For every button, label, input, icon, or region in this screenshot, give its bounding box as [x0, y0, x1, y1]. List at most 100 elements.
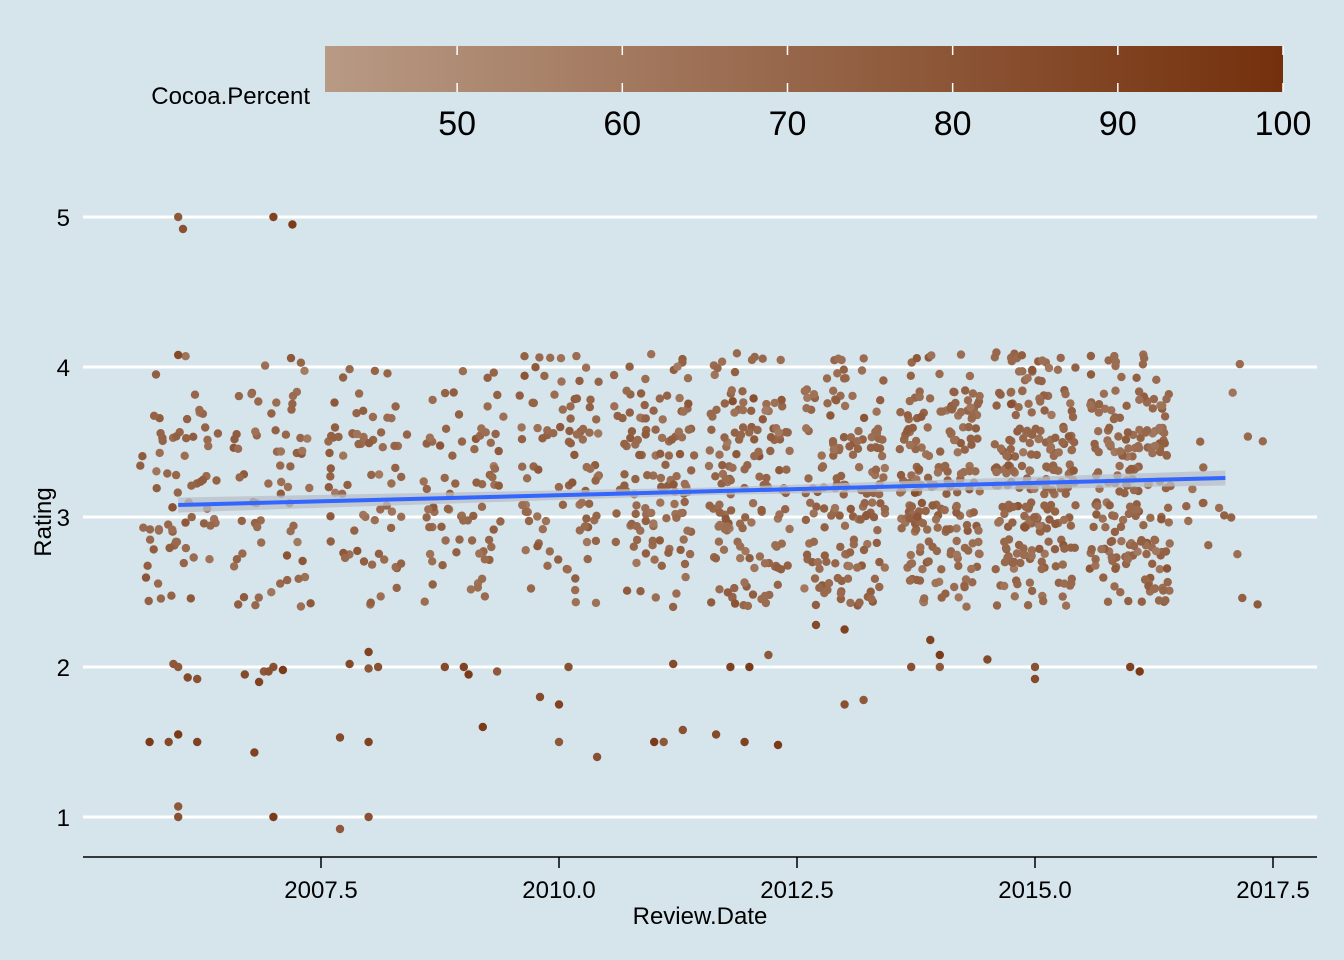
data-point — [1155, 565, 1165, 574]
data-point — [334, 432, 343, 442]
data-point — [419, 477, 428, 486]
data-point — [766, 433, 776, 442]
data-point — [1018, 386, 1027, 396]
data-point — [1045, 515, 1054, 524]
data-point — [294, 574, 303, 583]
data-point — [1087, 545, 1096, 554]
data-point — [490, 464, 500, 473]
data-point — [648, 536, 657, 545]
data-point — [1129, 485, 1139, 495]
data-point — [824, 579, 834, 588]
data-point — [563, 565, 572, 574]
data-point — [477, 574, 487, 583]
data-point — [457, 437, 467, 446]
legend-colorbar — [325, 46, 1283, 92]
data-point — [745, 428, 754, 437]
data-point — [715, 585, 724, 594]
data-point — [1227, 513, 1236, 522]
data-point — [1050, 545, 1060, 554]
data-point — [862, 510, 871, 520]
data-point — [632, 522, 641, 531]
data-point — [269, 212, 278, 222]
data-point — [669, 659, 678, 669]
data-point — [554, 737, 564, 747]
data-point — [390, 441, 399, 451]
data-point — [428, 557, 437, 566]
data-point — [1111, 386, 1120, 395]
data-point — [675, 393, 684, 403]
data-point — [156, 594, 166, 603]
data-point — [1100, 404, 1110, 413]
data-point — [720, 399, 729, 408]
data-point — [1104, 356, 1113, 365]
data-point — [330, 423, 340, 432]
data-point — [172, 537, 182, 547]
data-point — [712, 405, 721, 414]
data-point — [990, 440, 999, 449]
data-point — [826, 411, 835, 420]
data-point — [345, 365, 354, 374]
data-point — [174, 812, 183, 822]
data-point — [757, 505, 766, 515]
data-point — [969, 508, 978, 517]
data-point — [839, 433, 849, 442]
data-point — [457, 511, 467, 520]
data-point — [538, 434, 547, 443]
data-point — [783, 561, 792, 570]
data-point — [466, 585, 476, 594]
data-point — [425, 433, 435, 442]
data-point — [896, 470, 906, 480]
data-point — [917, 412, 926, 421]
data-point — [180, 451, 189, 460]
data-point — [1158, 401, 1167, 410]
data-point — [1040, 549, 1049, 558]
data-point — [853, 437, 862, 446]
data-point — [1036, 397, 1045, 406]
data-point — [144, 596, 153, 606]
data-point — [155, 448, 164, 458]
data-point — [582, 514, 591, 523]
data-point — [1011, 410, 1020, 420]
data-point — [632, 501, 641, 510]
data-point — [1188, 484, 1197, 494]
data-point — [631, 509, 640, 519]
data-point — [950, 388, 959, 397]
data-point — [281, 430, 291, 439]
data-point — [1098, 514, 1107, 523]
data-point — [1058, 560, 1068, 569]
data-point — [785, 446, 794, 456]
data-point — [872, 538, 881, 548]
data-point — [1071, 501, 1080, 510]
data-point — [836, 542, 845, 552]
data-point — [912, 575, 921, 585]
y-tick-label: 2 — [57, 655, 70, 682]
y-axis-ticks: 1 2 3 4 5 — [57, 205, 70, 832]
data-point — [554, 482, 564, 492]
data-point — [875, 557, 884, 567]
data-point — [234, 600, 243, 609]
data-point — [145, 525, 155, 534]
data-point — [672, 513, 681, 522]
data-point — [1123, 428, 1133, 437]
data-point — [1017, 351, 1027, 360]
data-point — [672, 589, 681, 598]
data-point — [923, 525, 932, 534]
data-point — [625, 362, 634, 371]
data-point — [918, 565, 927, 574]
data-point — [1040, 501, 1049, 510]
data-point — [903, 411, 912, 420]
data-point — [1165, 539, 1174, 548]
data-point — [683, 526, 692, 535]
data-point — [1135, 395, 1144, 404]
data-point — [387, 507, 397, 516]
data-point — [905, 396, 914, 406]
data-point — [152, 484, 161, 493]
data-point — [276, 447, 286, 456]
data-point — [374, 549, 384, 558]
data-point — [1050, 507, 1060, 516]
data-point — [1149, 584, 1159, 594]
data-point — [880, 463, 889, 473]
data-point — [1039, 596, 1048, 606]
data-point — [367, 470, 376, 480]
data-point — [139, 523, 148, 532]
